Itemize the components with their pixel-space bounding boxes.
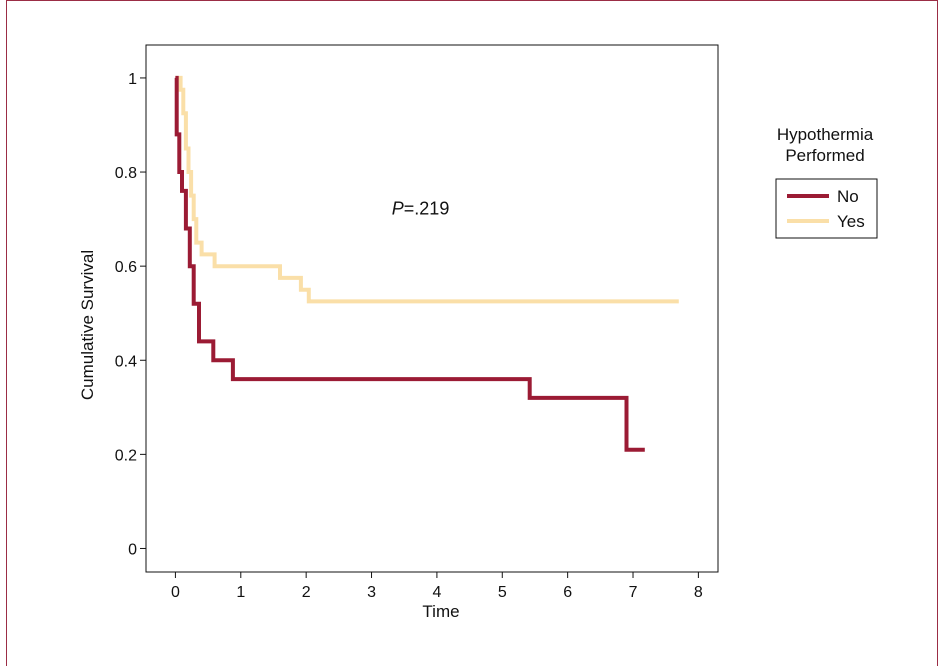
y-tick-label: 0.2 (115, 447, 137, 464)
plot-area (145, 44, 719, 573)
legend-title-line-2: Performed (785, 146, 864, 165)
x-tick-label: 1 (236, 584, 245, 601)
y-tick-label: 0.6 (115, 259, 137, 276)
x-tick-label: 0 (171, 584, 180, 601)
y-tick-label: 1 (128, 71, 137, 88)
y-axis-title: Cumulative Survival (78, 250, 97, 400)
y-tick-label: 0.4 (115, 353, 137, 370)
legend-label-yes: Yes (837, 212, 865, 231)
series-line-no (174, 75, 645, 452)
y-tick-label: 0 (128, 541, 137, 558)
x-tick-label: 7 (629, 584, 638, 601)
x-tick-label: 5 (498, 584, 507, 601)
figure-frame (6, 0, 938, 666)
legend-title-line-1: Hypothermia (777, 125, 874, 144)
y-tick-label: 0.8 (115, 165, 137, 182)
legend-label-no: No (837, 187, 859, 206)
legend: Hypothermia Performed No Yes (775, 125, 878, 239)
x-axis-title: Time (422, 602, 459, 621)
series-line-yes (175, 75, 679, 304)
p-value: =.219 (404, 198, 450, 218)
y-axis: 0 0.2 0.4 0.6 0.8 1 (115, 71, 146, 558)
p-value-prefix: P (392, 198, 404, 218)
x-tick-label: 8 (694, 584, 703, 601)
p-value-annotation: P=.219 (392, 198, 450, 218)
x-tick-label: 4 (432, 584, 441, 601)
x-tick-label: 2 (302, 584, 311, 601)
x-tick-label: 6 (563, 584, 572, 601)
legend-box (775, 178, 878, 239)
x-tick-label: 3 (367, 584, 376, 601)
x-axis: 0 1 2 3 4 5 6 7 8 (171, 572, 703, 601)
series-layer (174, 75, 679, 452)
